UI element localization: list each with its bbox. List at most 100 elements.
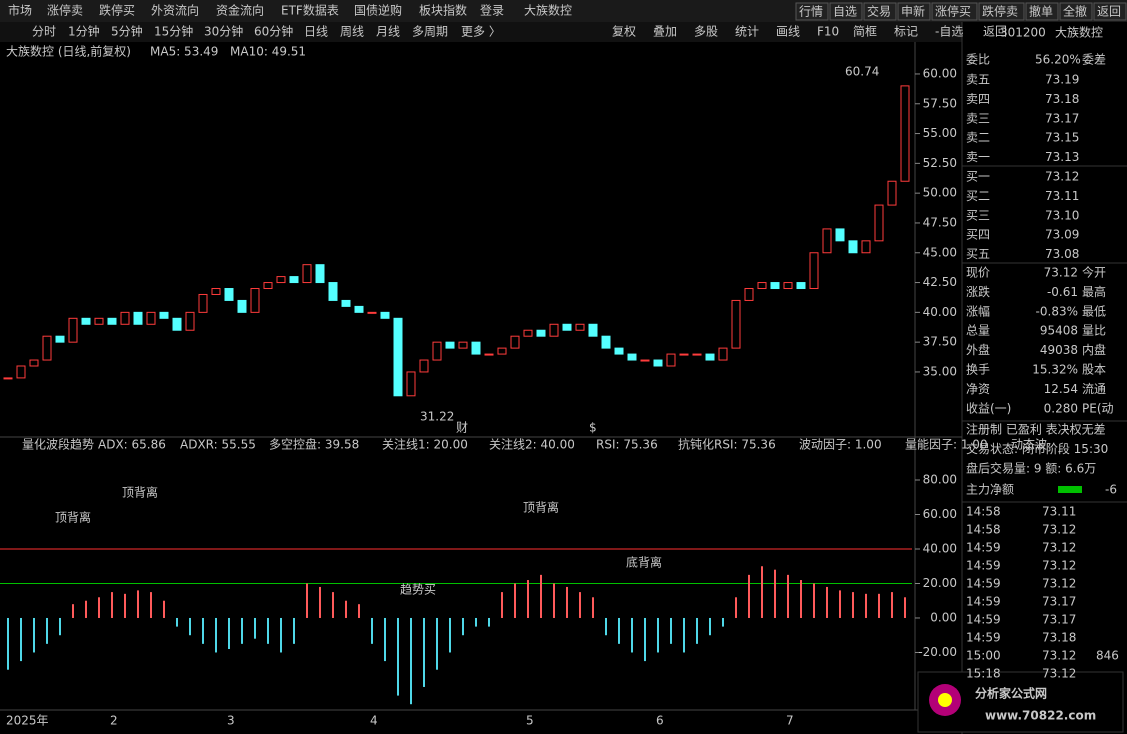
candle (315, 264, 325, 284)
candle (250, 288, 260, 313)
histogram-bar (85, 600, 87, 618)
period-tab[interactable]: 周线 (340, 25, 364, 39)
period-tab[interactable]: 月线 (376, 25, 400, 39)
candle (276, 276, 286, 284)
button-label[interactable]: 撤单 (1029, 4, 1053, 19)
menu-item[interactable]: ETF数据表 (281, 3, 339, 18)
period-tab[interactable]: 更多 〉 (461, 25, 501, 39)
label: 盘后交易量: 9 额: 6.6万 (966, 461, 1096, 476)
stock-tab[interactable]: 大族数控 (524, 3, 572, 18)
label: RSI: 75.36 (596, 438, 658, 452)
menu-item[interactable]: 涨停卖 (47, 3, 83, 18)
histogram-bar (228, 617, 230, 650)
histogram-bar (865, 593, 867, 618)
label: 15.32% (1032, 363, 1078, 377)
y-tick-label: 57.50 (923, 96, 957, 110)
tool-button[interactable]: 标记 (894, 25, 918, 39)
button-label[interactable]: 跌停卖 (982, 4, 1018, 19)
histogram-bar (514, 583, 516, 618)
button-label[interactable]: 申新 (901, 4, 925, 19)
histogram-bar (605, 617, 607, 636)
menu-item[interactable]: 市场 (8, 3, 32, 18)
label: 73.11 (1042, 505, 1076, 519)
label: 大族数控 (日线,前复权) (6, 44, 131, 59)
button[interactable] (1093, 2, 1127, 21)
tool-button[interactable]: 复权 (612, 25, 636, 39)
button[interactable] (897, 2, 931, 21)
period-tab[interactable]: 15分钟 (154, 24, 193, 39)
period-tab[interactable]: 分时 (32, 25, 56, 39)
label: 73.09 (1045, 228, 1079, 242)
candle (887, 180, 897, 206)
label: 49038 (1040, 343, 1078, 357)
label: 73.19 (1045, 73, 1079, 87)
candle (341, 299, 351, 307)
candle (718, 347, 728, 361)
menu-item[interactable]: 国债逆购 (354, 3, 402, 18)
label: 委差 (1082, 53, 1106, 67)
period-tab[interactable]: 日线 (304, 25, 328, 39)
button[interactable] (1025, 2, 1059, 21)
candle (94, 317, 104, 325)
button[interactable] (863, 2, 897, 21)
menu-item[interactable]: 跌停买 (99, 3, 135, 18)
menu-item[interactable]: 板块指数 (419, 3, 467, 18)
tool-button[interactable]: 返回 (983, 25, 1007, 39)
tool-button[interactable]: F10 (817, 25, 839, 39)
button[interactable] (978, 2, 1025, 21)
tool-button[interactable]: 多股 (694, 25, 718, 39)
tool-button[interactable]: 画线 (776, 25, 800, 39)
menu-item[interactable]: 外资流向 (151, 3, 199, 18)
tool-button[interactable]: 统计 (735, 25, 759, 39)
histogram-bar (735, 597, 737, 618)
candle (172, 317, 182, 331)
label: 73.17 (1045, 111, 1079, 125)
histogram-bar (826, 586, 828, 618)
label: 买二 (966, 189, 990, 203)
label: 委比 (966, 53, 990, 67)
period-tab[interactable]: 多周期 (412, 25, 448, 39)
label: 量化波段趋势 (22, 437, 94, 452)
candle (432, 341, 442, 361)
candle (666, 353, 676, 367)
period-tab[interactable]: 60分钟 (254, 24, 293, 39)
histogram-bar (306, 583, 308, 618)
label: 14:59 (966, 541, 1001, 555)
button-label[interactable]: 全撤 (1063, 4, 1087, 19)
button-label[interactable]: 自选 (833, 5, 857, 19)
button-label[interactable]: 行情 (799, 5, 823, 19)
button[interactable] (829, 2, 863, 21)
candle (42, 335, 52, 361)
button[interactable] (1059, 2, 1093, 21)
histogram-bar (137, 590, 139, 618)
tool-button[interactable]: 简框 (853, 25, 877, 39)
candle (510, 335, 520, 349)
candle (861, 240, 871, 254)
label: 净资 (966, 382, 990, 396)
tool-button[interactable]: 叠加 (653, 25, 677, 39)
histogram-bar (46, 617, 48, 644)
label: 涨幅 (966, 303, 990, 318)
label: 顶背离 (523, 500, 559, 515)
candle (393, 317, 403, 397)
login[interactable]: 登录 (480, 3, 504, 18)
histogram-bar (761, 566, 763, 618)
histogram-bar (683, 617, 685, 653)
period-tab[interactable]: 30分钟 (204, 24, 243, 39)
period-tab[interactable]: 5分钟 (111, 24, 143, 39)
button-label[interactable]: 涨停买 (935, 4, 971, 19)
button-label[interactable]: 返回 (1097, 5, 1121, 19)
histogram-bar (7, 617, 9, 670)
menu-item[interactable]: 资金流向 (216, 3, 264, 18)
button[interactable] (931, 2, 978, 21)
label: -6 (1105, 483, 1117, 497)
button-label[interactable]: 交易 (867, 4, 891, 19)
histogram-bar (397, 617, 399, 696)
tool-button[interactable]: -自选 (935, 25, 963, 39)
label: 注册制 已盈利 表决权无差 (966, 422, 1106, 437)
candle (536, 329, 546, 337)
button[interactable] (795, 2, 829, 21)
label: 73.12 (1042, 577, 1076, 591)
period-tab[interactable]: 1分钟 (68, 24, 100, 39)
